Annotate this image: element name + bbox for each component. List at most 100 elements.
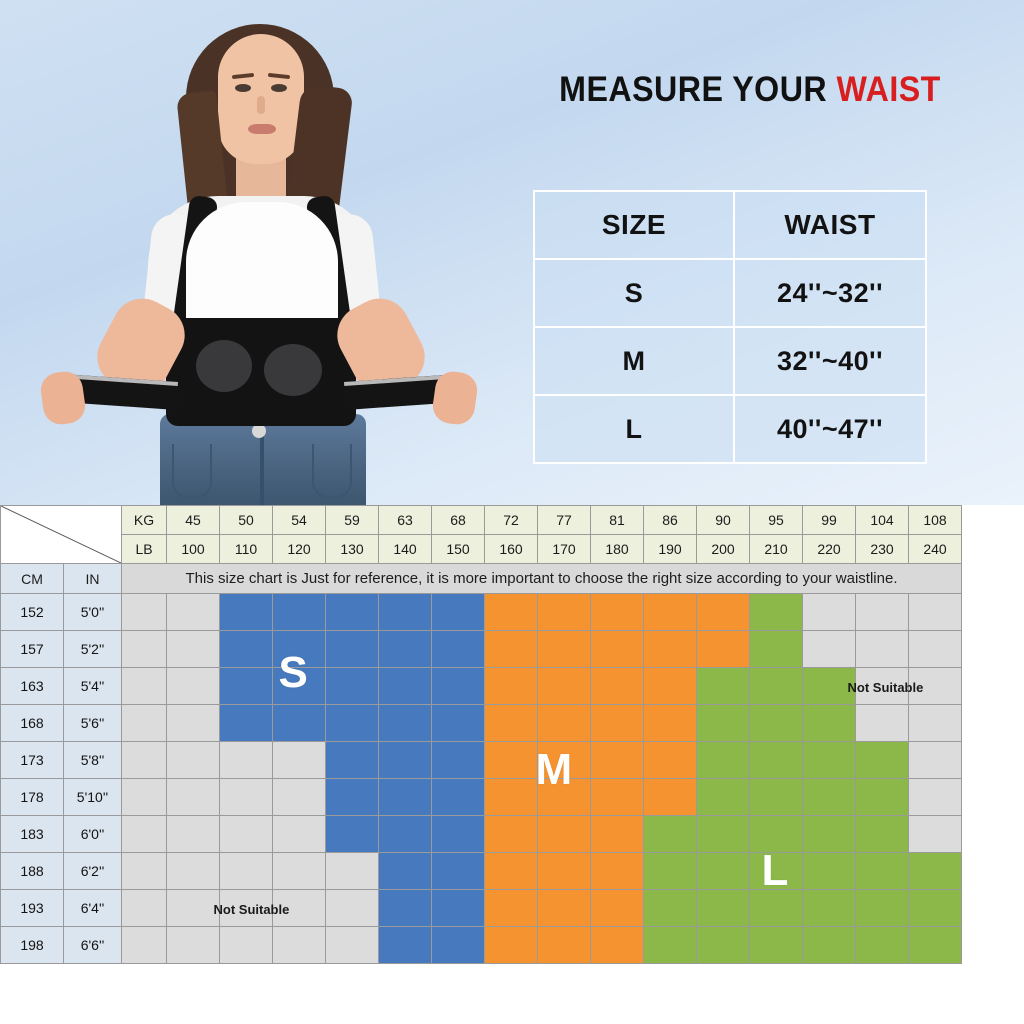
size-cell-blue[interactable] [431,889,485,927]
size-cell-blue[interactable] [325,593,379,631]
size-cell-gray[interactable] [325,852,379,890]
size-cell-gray[interactable] [166,741,220,779]
size-cell-gray[interactable] [272,741,326,779]
size-cell-blue[interactable] [431,926,485,964]
size-cell-orange[interactable] [537,778,591,816]
size-cell-blue[interactable] [219,667,273,705]
size-cell-orange[interactable] [590,778,644,816]
size-cell-blue[interactable] [378,926,432,964]
size-cell-green[interactable] [749,889,803,927]
size-cell-blue[interactable] [219,704,273,742]
size-cell-blue[interactable] [325,667,379,705]
size-cell-orange[interactable] [484,667,538,705]
size-cell-green[interactable] [802,778,856,816]
size-cell-gray[interactable] [908,704,962,742]
size-cell-blue[interactable] [378,741,432,779]
size-cell-green[interactable] [802,704,856,742]
size-cell-gray[interactable] [272,889,326,927]
size-cell-orange[interactable] [537,815,591,853]
size-cell-orange[interactable] [643,704,697,742]
size-cell-green[interactable] [802,815,856,853]
size-cell-orange[interactable] [484,852,538,890]
size-cell-orange[interactable] [590,852,644,890]
size-cell-orange[interactable] [590,593,644,631]
size-cell-green[interactable] [749,741,803,779]
size-cell-gray[interactable] [219,889,273,927]
size-cell-gray[interactable] [802,630,856,668]
size-cell-blue[interactable] [378,815,432,853]
size-cell-green[interactable] [855,778,909,816]
size-cell-green[interactable] [802,852,856,890]
size-cell-blue[interactable] [325,815,379,853]
size-cell-blue[interactable] [431,593,485,631]
size-cell-gray[interactable] [908,815,962,853]
size-cell-gray[interactable] [219,926,273,964]
size-cell-green[interactable] [749,852,803,890]
size-cell-orange[interactable] [643,778,697,816]
size-cell-gray[interactable] [219,852,273,890]
size-cell-orange[interactable] [484,778,538,816]
size-cell-orange[interactable] [590,741,644,779]
size-cell-green[interactable] [696,852,750,890]
size-cell-blue[interactable] [219,593,273,631]
size-cell-green[interactable] [696,889,750,927]
size-cell-orange[interactable] [484,593,538,631]
size-cell-orange[interactable] [696,630,750,668]
size-cell-blue[interactable] [272,667,326,705]
size-cell-orange[interactable] [643,593,697,631]
size-cell-blue[interactable] [378,667,432,705]
size-cell-gray[interactable] [166,778,220,816]
size-cell-gray[interactable] [166,815,220,853]
size-cell-gray[interactable] [219,815,273,853]
size-cell-gray[interactable] [325,926,379,964]
size-cell-gray[interactable] [908,593,962,631]
size-cell-blue[interactable] [431,630,485,668]
size-cell-orange[interactable] [643,741,697,779]
size-cell-orange[interactable] [537,667,591,705]
size-cell-blue[interactable] [431,741,485,779]
size-cell-gray[interactable] [166,704,220,742]
size-cell-green[interactable] [802,889,856,927]
size-cell-green[interactable] [749,704,803,742]
size-cell-orange[interactable] [484,815,538,853]
size-cell-blue[interactable] [219,630,273,668]
size-cell-green[interactable] [643,815,697,853]
size-cell-blue[interactable] [378,778,432,816]
size-cell-blue[interactable] [378,704,432,742]
size-cell-orange[interactable] [643,667,697,705]
size-cell-gray[interactable] [166,926,220,964]
size-cell-green[interactable] [855,852,909,890]
size-cell-orange[interactable] [537,593,591,631]
size-cell-green[interactable] [643,926,697,964]
size-cell-blue[interactable] [431,852,485,890]
size-cell-gray[interactable] [908,741,962,779]
size-cell-gray[interactable] [855,704,909,742]
size-cell-gray[interactable] [802,593,856,631]
size-cell-green[interactable] [855,926,909,964]
size-cell-blue[interactable] [272,630,326,668]
size-cell-green[interactable] [643,889,697,927]
size-cell-green[interactable] [749,926,803,964]
size-cell-gray[interactable] [855,667,909,705]
size-cell-green[interactable] [855,815,909,853]
size-cell-green[interactable] [696,926,750,964]
size-cell-orange[interactable] [484,630,538,668]
size-cell-gray[interactable] [908,630,962,668]
size-cell-blue[interactable] [378,593,432,631]
size-cell-green[interactable] [696,704,750,742]
size-cell-orange[interactable] [537,852,591,890]
size-cell-gray[interactable] [166,889,220,927]
size-cell-green[interactable] [749,630,803,668]
size-cell-gray[interactable] [166,852,220,890]
size-cell-gray[interactable] [908,778,962,816]
size-cell-gray[interactable] [219,778,273,816]
size-cell-blue[interactable] [378,630,432,668]
size-cell-blue[interactable] [378,889,432,927]
size-cell-gray[interactable] [272,926,326,964]
size-cell-green[interactable] [749,815,803,853]
size-cell-orange[interactable] [537,926,591,964]
size-cell-green[interactable] [908,852,962,890]
size-cell-blue[interactable] [431,778,485,816]
size-cell-orange[interactable] [590,815,644,853]
size-cell-gray[interactable] [908,667,962,705]
